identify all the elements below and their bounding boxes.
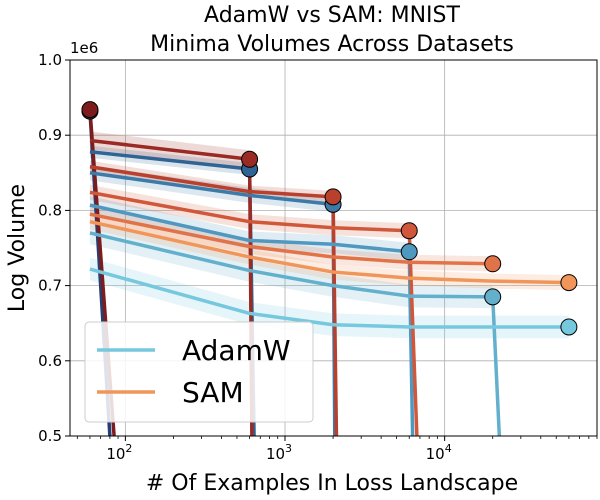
confidence-band xyxy=(89,206,493,272)
series-line xyxy=(89,212,493,266)
series-endpoint-marker xyxy=(560,318,578,336)
series-endpoint-marker xyxy=(324,188,342,206)
series-endpoint-marker xyxy=(81,101,99,119)
series-drop-line xyxy=(331,196,339,436)
x-tick-base: 10 xyxy=(426,445,445,463)
plot-frame xyxy=(69,59,598,437)
legend: AdamW SAM xyxy=(84,321,314,423)
plot-area xyxy=(88,109,569,436)
series-line xyxy=(89,138,250,162)
series-endpoint-marker xyxy=(484,255,502,273)
chart-title-line-1: AdamW vs SAM: MNIST xyxy=(204,3,460,28)
series-line xyxy=(89,165,334,199)
legend-label: AdamW xyxy=(182,334,291,367)
series-endpoint-marker xyxy=(241,150,259,168)
series-drop-line xyxy=(490,296,502,436)
confidence-band xyxy=(89,257,569,339)
y-tick-label: 0.5 xyxy=(38,427,62,445)
series-line xyxy=(89,219,569,285)
x-tick-label: 104 xyxy=(426,442,452,463)
series-drop-line xyxy=(407,230,419,436)
y-scale-note: 1e6 xyxy=(70,39,98,57)
series-endpoint-marker xyxy=(560,274,578,292)
series-endpoint-marker xyxy=(400,222,418,240)
legend-label: SAM xyxy=(182,376,244,409)
series-line xyxy=(89,267,569,329)
y-tick-label: 1.0 xyxy=(38,51,62,69)
series-line xyxy=(89,150,250,171)
x-tick-exponent: 4 xyxy=(445,442,452,455)
chart-title-line-2: Minima Volumes Across Datasets xyxy=(150,32,514,57)
confidence-band xyxy=(89,221,493,309)
series-endpoint-marker xyxy=(400,243,418,261)
y-tick-label: 0.6 xyxy=(38,352,62,370)
series-endpoint-marker xyxy=(484,288,502,306)
x-tick-label: 103 xyxy=(266,442,292,463)
y-axis-label: Log Volume xyxy=(5,184,30,312)
y-tick-label: 0.9 xyxy=(38,126,62,144)
x-tick-base: 10 xyxy=(266,445,285,463)
legend-box xyxy=(84,321,314,423)
x-tick-label: 102 xyxy=(106,442,132,463)
y-tick-label: 0.8 xyxy=(38,201,62,219)
y-axis-ticks: 0.5 0.6 0.7 0.8 0.9 1.0 xyxy=(38,51,70,445)
x-tick-exponent: 3 xyxy=(285,442,292,455)
series-line xyxy=(89,203,410,254)
series-line xyxy=(89,190,410,233)
x-tick-base: 10 xyxy=(106,445,125,463)
y-tick-label: 0.7 xyxy=(38,277,62,295)
series-line xyxy=(89,171,334,207)
x-axis-ticks: 102 103 104 xyxy=(76,436,598,463)
markers xyxy=(81,101,578,336)
series-line xyxy=(89,231,493,299)
confidence-band xyxy=(89,184,410,239)
x-tick-exponent: 2 xyxy=(125,442,132,455)
x-axis-label: # Of Examples In Loss Landscape xyxy=(146,471,518,496)
